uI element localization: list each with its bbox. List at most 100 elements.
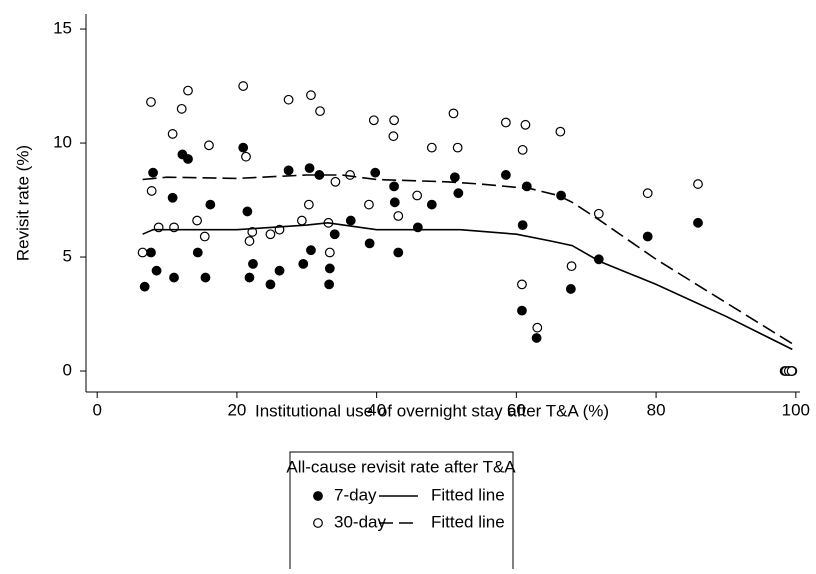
point	[298, 258, 309, 269]
point	[389, 181, 399, 192]
point	[368, 115, 379, 126]
point	[453, 188, 464, 199]
point	[139, 281, 150, 292]
point	[642, 231, 653, 242]
point	[412, 190, 423, 201]
point	[593, 208, 604, 219]
x-tick-label: 80	[647, 400, 666, 419]
point	[532, 322, 543, 333]
point	[388, 131, 399, 142]
fitted-line	[142, 174, 793, 345]
point	[274, 265, 285, 276]
x-tick-label: 40	[367, 400, 386, 419]
point	[449, 172, 460, 183]
point	[426, 199, 437, 210]
point	[283, 165, 294, 176]
point	[200, 272, 211, 283]
y-tick-label: 15	[53, 19, 72, 38]
point	[248, 258, 258, 269]
point	[520, 119, 531, 130]
x-tick-label: 100	[782, 400, 810, 419]
point	[642, 188, 653, 199]
fitted-line	[142, 221, 793, 351]
point	[330, 176, 341, 187]
point	[176, 103, 187, 114]
point	[238, 81, 249, 91]
legend-label: 7-day	[334, 485, 377, 504]
point	[521, 181, 532, 192]
point	[364, 238, 375, 249]
point	[517, 279, 527, 290]
point	[452, 142, 463, 153]
legend-label: 30-day	[334, 512, 386, 531]
point	[199, 231, 210, 242]
point	[324, 247, 335, 258]
point	[517, 305, 527, 316]
point	[247, 227, 258, 237]
point	[146, 247, 156, 258]
point	[283, 94, 294, 105]
point	[786, 366, 797, 376]
point	[500, 170, 511, 180]
legend-title: All-cause revisit rate after T&A	[286, 457, 516, 476]
point	[693, 179, 703, 189]
point	[244, 272, 255, 283]
point	[426, 142, 437, 153]
point	[192, 247, 203, 258]
point	[393, 247, 404, 258]
point	[151, 265, 162, 276]
point	[205, 199, 216, 210]
y-tick-label: 10	[53, 133, 72, 152]
point	[169, 272, 179, 283]
point	[531, 333, 542, 343]
point	[517, 144, 528, 155]
y-axis-label: Revisit rate (%)	[13, 145, 32, 261]
point	[238, 142, 249, 153]
point	[315, 106, 325, 117]
point	[244, 236, 255, 246]
point	[303, 199, 314, 210]
point	[146, 97, 156, 107]
legend-marker	[313, 491, 323, 501]
point	[448, 108, 459, 119]
point	[364, 199, 374, 210]
point	[306, 245, 316, 256]
point	[241, 151, 251, 162]
point	[324, 279, 335, 290]
point	[183, 85, 193, 96]
point	[693, 217, 703, 228]
point	[146, 186, 157, 196]
point	[265, 279, 276, 290]
x-tick-label: 60	[507, 400, 526, 419]
point	[370, 167, 381, 178]
point	[148, 167, 158, 178]
point	[555, 126, 566, 137]
legend-label: Fitted line	[431, 485, 505, 504]
y-tick-label: 5	[63, 247, 72, 266]
point	[500, 117, 511, 128]
point	[167, 129, 178, 139]
point	[167, 192, 178, 203]
point	[389, 197, 400, 208]
point	[389, 115, 399, 126]
point	[393, 211, 404, 221]
x-tick-label: 20	[227, 400, 246, 419]
point	[566, 261, 577, 272]
point	[265, 229, 276, 240]
point	[345, 215, 356, 226]
point	[204, 140, 214, 151]
point	[242, 206, 253, 217]
point	[192, 215, 202, 226]
point	[517, 220, 528, 231]
point	[324, 263, 335, 274]
point	[137, 247, 148, 258]
point	[296, 215, 307, 226]
x-axis-label: Institutional use of overnight stay afte…	[255, 401, 609, 420]
point	[183, 154, 193, 164]
point	[565, 284, 576, 294]
point	[306, 90, 316, 101]
point	[329, 229, 340, 240]
legend-label: Fitted line	[431, 512, 505, 531]
point	[304, 163, 315, 174]
